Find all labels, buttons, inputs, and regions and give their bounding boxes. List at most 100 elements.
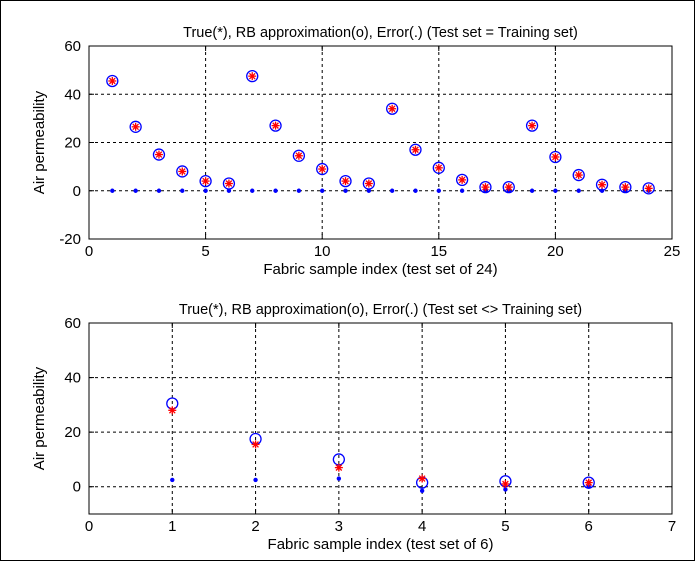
chart-top-true-point: [178, 167, 187, 176]
chart-top-x-tick-label: 15: [430, 243, 447, 260]
chart-bottom-x-tick-label: 0: [85, 518, 93, 535]
chart-top-x-tick-label: 20: [547, 243, 564, 260]
chart-top-error-point: [203, 188, 208, 193]
chart-top-approx-point: [292, 149, 306, 162]
chart-top-y-tick-label: -20: [59, 231, 81, 248]
chart-top-true-point: [201, 177, 210, 186]
chart-top-axes-box: [88, 45, 673, 240]
chart-top-approx-point: [572, 168, 585, 182]
chart-top-error-point: [250, 188, 255, 193]
chart-top-true-point: [411, 145, 420, 154]
chart-bottom-x-tick-label: 7: [668, 518, 676, 535]
chart-bottom-error-point: [170, 477, 175, 483]
chart-bottom: 0 1 2 3 4 5 6 7 0 20 40 60 True(*), RB approximation…: [31, 302, 676, 553]
chart-top-true-point: [504, 183, 513, 192]
chart-top-error-point: [366, 188, 372, 193]
chart-top-true-point: [388, 104, 397, 113]
chart-top-approx-point: [479, 180, 492, 194]
chart-top-error-point: [553, 188, 558, 193]
chart-bottom-x-tick-label: 6: [585, 518, 593, 535]
chart-top-true-point: [154, 150, 163, 159]
chart-top-error-point: [343, 188, 348, 193]
chart-top-approx-point: [455, 173, 469, 187]
chart-top-error-point: [389, 188, 395, 193]
chart-top-error-point: [320, 188, 325, 193]
chart-top-true-point: [434, 163, 443, 172]
chart-top-x-tick-label: 5: [201, 243, 209, 260]
chart-bottom-axes-box: [88, 322, 673, 515]
chart-top-approx-point: [246, 70, 259, 83]
chart-top-error-point: [110, 188, 115, 193]
chart-bottom-true-point: [334, 463, 343, 472]
chart-top-approx-point: [502, 180, 515, 194]
chart-top-approx-point: [432, 161, 445, 174]
chart-top-error-point: [156, 188, 162, 193]
chart-top-approx-point: [176, 165, 189, 178]
chart-top-true-point: [551, 152, 560, 161]
chart-top-error-point: [459, 188, 465, 193]
chart-top-true-point: [458, 175, 467, 184]
chart-bottom-true-point: [418, 474, 427, 483]
chart-bottom-error-point: [503, 487, 508, 492]
chart-top-error-point: [529, 188, 535, 193]
chart-bottom-error-point: [419, 488, 425, 494]
chart-top-true-point: [318, 165, 327, 174]
chart-bottom-x-tick-label: 1: [168, 518, 176, 535]
chart-bottom-y-tick-label: 0: [73, 479, 81, 496]
chart-top-error-point: [436, 188, 441, 193]
chart-top-approx-point: [339, 174, 352, 188]
chart-bottom-x-tick-label: 4: [418, 518, 426, 535]
chart-top-approx-point: [129, 120, 142, 133]
chart-top-true-point: [481, 183, 490, 192]
chart-top-approx-point: [269, 119, 282, 132]
chart-bottom-y-tick-label: 20: [64, 424, 81, 441]
chart-top-true-point: [294, 151, 303, 160]
chart-top-error-point: [413, 188, 418, 193]
chart-top-approx-point: [362, 177, 375, 190]
chart-top-x-tick-label: 0: [85, 243, 93, 260]
chart-top-true-point: [131, 122, 140, 131]
chart-top-error-point: [226, 188, 232, 193]
chart-top-approx-point: [409, 143, 422, 156]
chart-top-xlabel: Fabric sample index (test set of 24): [263, 261, 497, 278]
chart-top-true-point: [341, 177, 350, 186]
chart-top-approx-point: [386, 102, 399, 115]
chart-top-true-point: [528, 121, 537, 130]
chart-bottom-true-point: [168, 406, 177, 415]
chart-top-true-point: [574, 171, 583, 180]
chart-bottom-y-tick-label: 60: [64, 315, 81, 332]
chart-bottom-x-tick-label: 3: [335, 518, 343, 535]
chart-bottom-x-tick-label: 2: [251, 518, 259, 535]
chart-top-y-tick-label: 20: [64, 135, 81, 152]
chart-top-title: True(*), RB approximation(o), Error(.) (…: [183, 25, 578, 41]
chart-top-error-point: [576, 188, 581, 193]
chart-top-approx-point: [549, 150, 562, 164]
chart-bottom-title: True(*), RB approximation(o), Error(.) (…: [179, 302, 582, 318]
chart-top-approx-point: [619, 180, 632, 194]
chart-bottom-ylabel: Air permeability: [31, 366, 48, 470]
chart-top-true-point: [248, 72, 257, 81]
chart-bottom-error-point: [336, 476, 342, 481]
chart-top-ylabel: Air permeability: [31, 90, 48, 194]
chart-bottom-y-tick-label: 40: [64, 370, 81, 387]
chart-bottom-xlabel: Fabric sample index (test set of 6): [268, 536, 494, 553]
chart-top-x-tick-label: 25: [664, 243, 681, 260]
chart-top-true-point: [108, 76, 117, 85]
chart-top-error-point: [296, 188, 302, 193]
chart-top-y-tick-label: 60: [64, 38, 81, 55]
chart-top-true-point: [224, 179, 233, 188]
chart-top-x-tick-label: 10: [314, 243, 331, 260]
chart-top-true-point: [644, 184, 653, 193]
chart-top-approx-point: [222, 177, 236, 190]
chart-top-y-tick-label: 0: [73, 183, 81, 200]
chart-top-approx-point: [152, 148, 166, 161]
chart-top-error-point: [180, 188, 185, 193]
chart-top-approx-point: [525, 119, 539, 132]
chart-top-approx-point: [316, 162, 329, 176]
chart-top-true-point: [621, 183, 630, 192]
chart-top-true-point: [271, 121, 280, 130]
chart-bottom-x-tick-label: 5: [501, 518, 509, 535]
